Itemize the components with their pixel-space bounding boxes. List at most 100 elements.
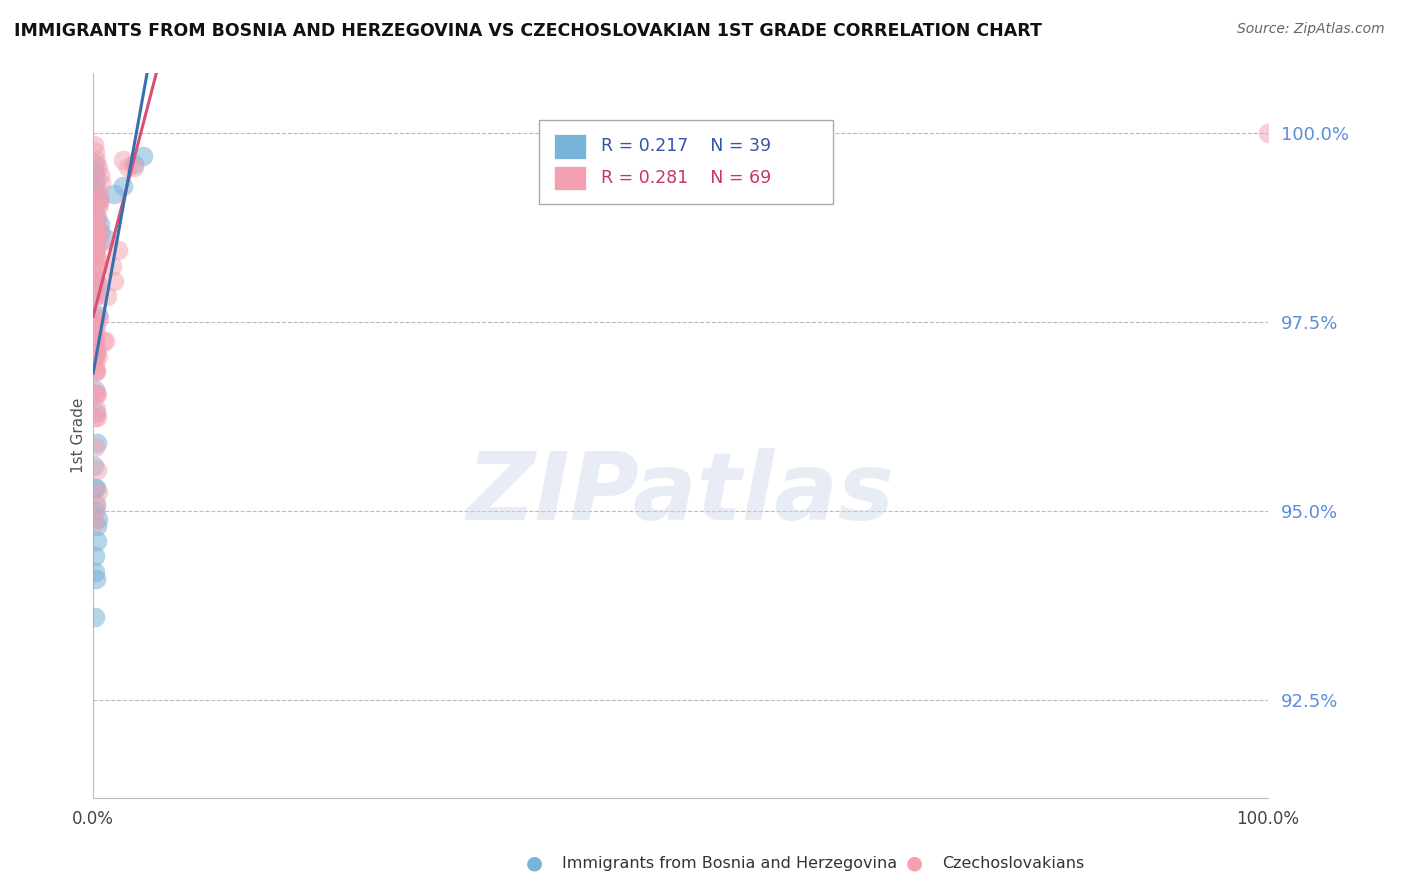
Point	[84, 610, 107, 624]
Point	[87, 161, 110, 175]
Point	[84, 220, 107, 235]
Point	[86, 387, 108, 401]
Point	[107, 244, 129, 258]
Text: ZIPatlas: ZIPatlas	[467, 448, 894, 540]
Bar	[554, 134, 586, 159]
Point	[96, 289, 118, 303]
Point	[124, 161, 146, 175]
Point	[84, 364, 107, 378]
Point	[86, 183, 108, 197]
Point	[87, 308, 110, 322]
Point	[89, 311, 111, 326]
Point	[83, 387, 105, 401]
Point	[83, 330, 105, 344]
Point	[84, 349, 107, 363]
Point	[84, 364, 107, 378]
Point	[91, 334, 114, 348]
Point	[84, 319, 107, 334]
Point	[86, 409, 108, 424]
Point	[83, 311, 105, 326]
Point	[84, 572, 107, 586]
Point	[94, 334, 117, 348]
Point	[86, 153, 108, 167]
Point	[86, 349, 108, 363]
Point	[87, 198, 110, 212]
Point	[131, 149, 153, 163]
Point	[84, 289, 107, 303]
Point	[87, 194, 110, 209]
Point	[84, 319, 107, 334]
Point	[84, 440, 107, 454]
Point	[84, 357, 107, 371]
Point	[84, 504, 107, 518]
Point	[84, 342, 107, 356]
Point	[89, 168, 111, 182]
Point	[84, 251, 107, 265]
Point	[84, 406, 107, 420]
Point	[111, 179, 134, 194]
Point	[1257, 127, 1279, 141]
Point	[84, 244, 107, 258]
Point	[103, 186, 125, 201]
Point	[84, 274, 107, 288]
Point	[84, 349, 107, 363]
Point	[84, 194, 107, 209]
Text: ●: ●	[905, 854, 922, 873]
Point	[89, 225, 111, 239]
Point	[103, 274, 125, 288]
Text: R = 0.281    N = 69: R = 0.281 N = 69	[600, 169, 770, 187]
Point	[86, 311, 108, 326]
Point	[84, 164, 107, 178]
Point	[86, 285, 108, 299]
Point	[84, 482, 107, 496]
Point	[84, 274, 107, 288]
Point	[86, 519, 108, 533]
Point	[83, 137, 105, 152]
Point	[84, 402, 107, 417]
Text: Czechoslovakians: Czechoslovakians	[942, 856, 1084, 871]
Point	[90, 176, 112, 190]
Point	[84, 240, 107, 254]
Point	[111, 153, 134, 167]
Text: Source: ZipAtlas.com: Source: ZipAtlas.com	[1237, 22, 1385, 37]
Point	[84, 289, 107, 303]
Point	[86, 210, 108, 224]
Point	[86, 387, 108, 401]
Point	[124, 156, 146, 170]
Point	[84, 235, 107, 250]
Bar	[554, 166, 586, 191]
Point	[83, 458, 105, 473]
Text: Immigrants from Bosnia and Herzegovina: Immigrants from Bosnia and Herzegovina	[562, 856, 897, 871]
Point	[117, 161, 139, 175]
Point	[87, 511, 110, 525]
Point	[86, 534, 108, 549]
Point	[86, 220, 108, 235]
Point	[84, 334, 107, 348]
Point	[84, 345, 107, 359]
Point	[86, 251, 108, 265]
Point	[83, 349, 105, 363]
Point	[84, 364, 107, 378]
Point	[86, 277, 108, 292]
Y-axis label: 1st Grade: 1st Grade	[72, 398, 86, 474]
Point	[86, 198, 108, 212]
Point	[86, 436, 108, 450]
Point	[101, 259, 124, 273]
Point	[96, 232, 118, 246]
Point	[84, 179, 107, 194]
Point	[83, 334, 105, 348]
Point	[84, 500, 107, 515]
Point	[86, 462, 108, 476]
Point	[84, 171, 107, 186]
Point	[84, 247, 107, 261]
Point	[84, 269, 107, 284]
Point	[84, 191, 107, 205]
FancyBboxPatch shape	[540, 120, 834, 203]
Point	[84, 145, 107, 160]
Point	[87, 228, 110, 243]
Point	[84, 259, 107, 273]
Point	[84, 549, 107, 564]
Point	[84, 482, 107, 496]
Text: IMMIGRANTS FROM BOSNIA AND HERZEGOVINA VS CZECHOSLOVAKIAN 1ST GRADE CORRELATION : IMMIGRANTS FROM BOSNIA AND HERZEGOVINA V…	[14, 22, 1042, 40]
Point	[89, 217, 111, 231]
